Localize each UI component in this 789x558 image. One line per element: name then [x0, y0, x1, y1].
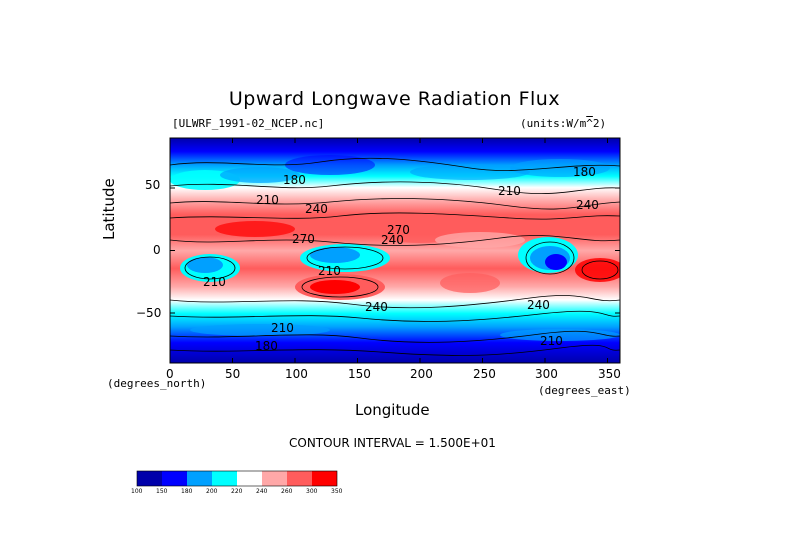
y-tick-label: 50	[145, 178, 161, 192]
contour-label: 240	[527, 298, 550, 312]
colorbar-level-label: 260	[281, 488, 293, 495]
colorbar-swatch	[262, 471, 287, 486]
colorbar-frame	[136, 470, 338, 487]
contour-label: 270	[292, 232, 315, 246]
tick-marks	[169, 138, 620, 363]
y-tick-label: −50	[136, 306, 162, 320]
contour-label: 240	[365, 300, 388, 314]
source-file-label: [ULWRF_1991-02_NCEP.nc]	[172, 117, 325, 130]
colorbar-swatch	[137, 471, 162, 486]
x-axis-label: Longitude	[355, 401, 430, 419]
contour-label: 180	[283, 173, 306, 187]
chart-title: Upward Longwave Radiation Flux	[228, 88, 561, 110]
contour-label: 180	[255, 339, 278, 353]
contour-label: 210	[498, 184, 521, 198]
x-tick-label: 300	[535, 367, 558, 381]
colorbar-level-label: 100	[131, 488, 143, 495]
x-tick-label: 50	[225, 367, 241, 381]
colorbar-swatch	[162, 471, 187, 486]
colorbar-level-label: 200	[206, 488, 218, 495]
colorbar-swatch	[237, 471, 262, 486]
colorbar-swatch	[212, 471, 237, 486]
x-tick-label: 0	[166, 367, 174, 381]
contour-label: 240	[576, 198, 599, 212]
contour-label: 210	[318, 264, 341, 278]
x-tick-label: 350	[598, 367, 621, 381]
contour-label: 210	[203, 275, 226, 289]
colorbar-swatch	[287, 471, 312, 486]
x-tick-label: 250	[473, 367, 496, 381]
units-label: (units:W/m^2)	[520, 117, 607, 130]
colorbar-level-label: 350	[331, 488, 343, 495]
contour-label: 270	[387, 223, 410, 237]
colorbar-level-label: 220	[231, 488, 243, 495]
contour-lines	[170, 157, 620, 356]
colorbar-swatch	[187, 471, 212, 486]
contour-label: 240	[381, 233, 404, 247]
heatmap-field	[170, 138, 620, 363]
x-tick-label: 100	[285, 367, 308, 381]
contour-label: 210	[540, 334, 563, 348]
y-unit-note: (degrees_north)	[107, 377, 207, 390]
contour-interval: CONTOUR INTERVAL = 1.500E+01	[289, 436, 496, 450]
contour-label: 210	[256, 193, 279, 207]
contour-label: 180	[573, 165, 596, 179]
colorbar-level-label: 240	[256, 488, 268, 495]
y-tick-label: 0	[153, 243, 161, 257]
x-tick-label: 200	[410, 367, 433, 381]
contour-label: 210	[271, 321, 294, 335]
x-unit-note: (degrees_east)	[538, 384, 631, 397]
x-tick-label: 150	[348, 367, 371, 381]
colorbar-level-label: 180	[181, 488, 193, 495]
colorbar-level-label: 300	[306, 488, 318, 495]
colorbar-level-label: 150	[156, 488, 168, 495]
contour-label: 240	[305, 202, 328, 216]
colorbar-swatch	[312, 471, 337, 486]
